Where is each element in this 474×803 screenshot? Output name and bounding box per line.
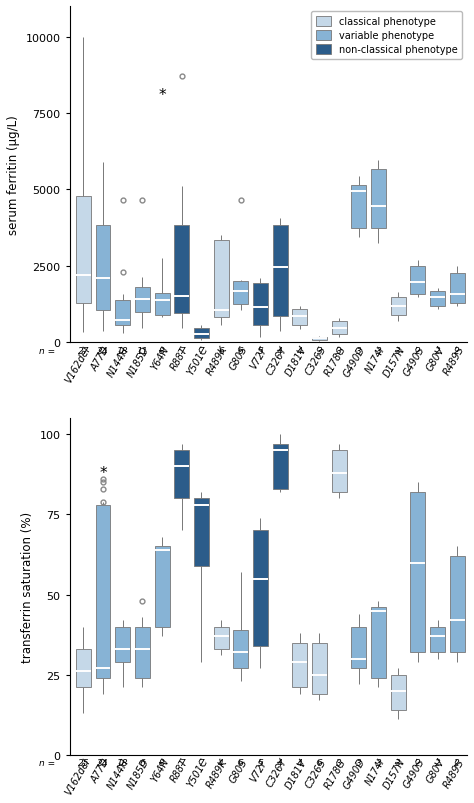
Bar xyxy=(95,505,110,678)
Bar xyxy=(135,627,150,678)
Text: n =: n = xyxy=(39,346,55,355)
Bar xyxy=(351,627,366,668)
Bar xyxy=(391,298,406,316)
Bar xyxy=(430,291,445,307)
Text: 6: 6 xyxy=(238,346,244,355)
Text: 6: 6 xyxy=(218,346,224,355)
Text: 3: 3 xyxy=(375,346,382,355)
Text: *: * xyxy=(158,88,166,103)
Text: 7: 7 xyxy=(199,758,204,767)
Bar xyxy=(450,556,465,652)
Text: 5: 5 xyxy=(257,346,263,355)
Text: 24: 24 xyxy=(97,758,109,767)
Bar xyxy=(292,309,307,325)
Bar xyxy=(115,627,130,662)
Text: 18: 18 xyxy=(117,758,128,767)
Text: 2: 2 xyxy=(415,758,421,767)
Bar xyxy=(292,642,307,687)
Text: 2: 2 xyxy=(415,346,421,355)
Bar xyxy=(233,282,248,304)
Text: 3: 3 xyxy=(395,346,401,355)
Bar xyxy=(410,267,425,295)
Bar xyxy=(312,642,327,694)
Bar xyxy=(351,185,366,228)
Text: 4: 4 xyxy=(297,758,303,767)
Y-axis label: transferrin saturation (%): transferrin saturation (%) xyxy=(21,512,34,662)
Text: 3: 3 xyxy=(336,346,342,355)
Text: 2: 2 xyxy=(455,346,460,355)
Bar xyxy=(371,169,386,228)
Bar xyxy=(273,444,288,489)
Bar xyxy=(253,283,268,325)
Text: 3: 3 xyxy=(375,758,382,767)
Bar xyxy=(155,294,170,316)
Text: 27: 27 xyxy=(78,346,89,355)
Bar xyxy=(273,226,288,317)
Bar xyxy=(155,547,170,627)
Bar xyxy=(76,196,91,304)
Text: 4: 4 xyxy=(277,346,283,355)
Text: 11: 11 xyxy=(137,346,148,355)
Bar xyxy=(214,627,228,649)
Bar xyxy=(391,675,406,710)
Bar xyxy=(332,450,346,492)
Text: 25: 25 xyxy=(78,758,89,767)
Text: 18: 18 xyxy=(117,346,128,355)
Bar xyxy=(371,608,386,678)
Text: 7: 7 xyxy=(199,346,204,355)
Bar xyxy=(332,322,346,335)
Text: *: * xyxy=(99,466,107,481)
Bar xyxy=(430,627,445,652)
Text: 4: 4 xyxy=(297,346,303,355)
Text: 2: 2 xyxy=(435,758,440,767)
Bar xyxy=(253,531,268,646)
Text: 3: 3 xyxy=(336,758,342,767)
Bar xyxy=(95,226,110,311)
Text: 7: 7 xyxy=(179,346,184,355)
Bar xyxy=(135,287,150,313)
Bar xyxy=(194,499,209,566)
Bar xyxy=(194,328,209,339)
Text: 3: 3 xyxy=(356,758,362,767)
Bar xyxy=(214,241,228,318)
Text: 3: 3 xyxy=(395,758,401,767)
Text: 2: 2 xyxy=(455,758,460,767)
Bar xyxy=(76,649,91,687)
Text: 4: 4 xyxy=(218,758,224,767)
Legend: classical phenotype, variable phenotype, non-classical phenotype: classical phenotype, variable phenotype,… xyxy=(311,12,462,60)
Text: 5: 5 xyxy=(257,758,263,767)
Y-axis label: serum ferritin (μg/L): serum ferritin (μg/L) xyxy=(7,115,20,234)
Text: 2: 2 xyxy=(435,346,440,355)
Bar xyxy=(450,273,465,304)
Text: 6: 6 xyxy=(238,758,244,767)
Text: 8: 8 xyxy=(159,758,165,767)
Text: 6: 6 xyxy=(317,758,322,767)
Text: 6: 6 xyxy=(139,758,145,767)
Text: 4: 4 xyxy=(277,758,283,767)
Bar xyxy=(410,492,425,652)
Bar xyxy=(312,337,327,340)
Bar xyxy=(115,300,130,325)
Bar xyxy=(174,450,189,499)
Text: 3: 3 xyxy=(317,346,322,355)
Text: 3: 3 xyxy=(356,346,362,355)
Text: n =: n = xyxy=(39,758,55,767)
Bar xyxy=(174,226,189,314)
Text: 24: 24 xyxy=(97,346,109,355)
Bar xyxy=(233,630,248,668)
Text: 8: 8 xyxy=(159,346,165,355)
Text: 7: 7 xyxy=(179,758,184,767)
